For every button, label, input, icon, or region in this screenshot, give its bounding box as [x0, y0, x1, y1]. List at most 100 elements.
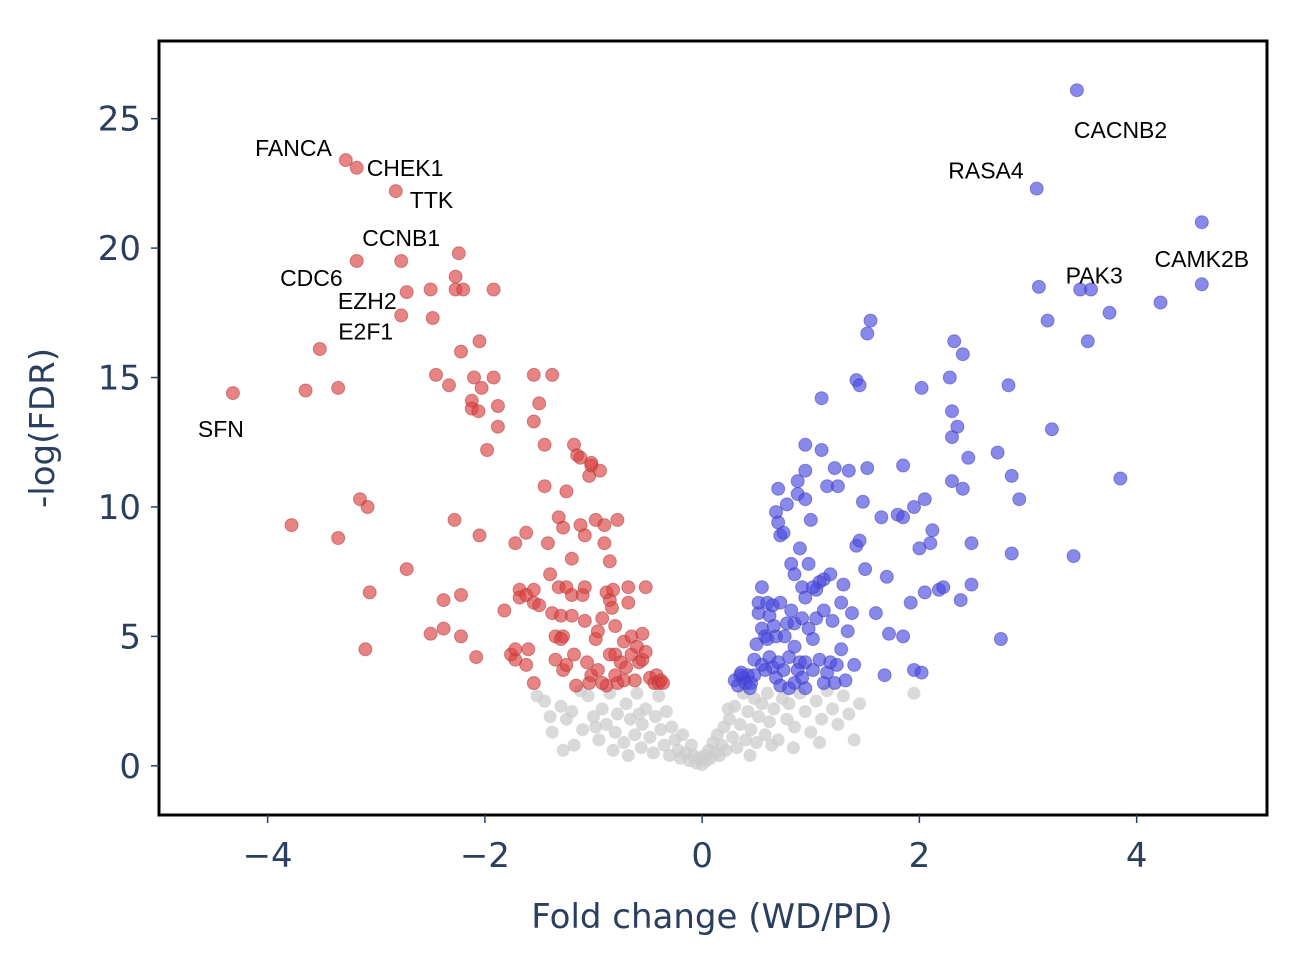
data-point — [804, 725, 818, 739]
data-point — [429, 367, 443, 382]
data-point — [526, 676, 541, 690]
data-point — [790, 474, 805, 489]
y-tick-label: 5 — [119, 617, 141, 657]
data-point — [349, 160, 364, 175]
data-point — [917, 492, 932, 507]
data-point — [532, 396, 547, 411]
data-point — [646, 746, 660, 760]
data-point — [852, 533, 867, 548]
data-point — [834, 595, 849, 610]
data-point — [593, 463, 607, 478]
data-point — [777, 629, 792, 644]
data-point — [953, 593, 968, 608]
data-point — [610, 512, 625, 527]
data-point — [595, 702, 609, 716]
data-point — [590, 663, 605, 677]
data-point — [760, 632, 775, 646]
data-point — [442, 378, 456, 393]
data-point — [760, 686, 774, 700]
data-point — [592, 733, 606, 747]
data-point — [838, 673, 853, 688]
data-point — [733, 717, 747, 731]
data-point — [1012, 492, 1027, 507]
data-point — [936, 580, 951, 595]
gene-label-ttk: TTK — [410, 187, 454, 213]
x-tick-label: −2 — [460, 836, 510, 876]
data-point — [454, 629, 468, 644]
data-point — [331, 531, 346, 545]
data-point — [448, 269, 463, 284]
data-point — [795, 611, 810, 626]
data-point — [659, 705, 673, 718]
data-point — [656, 676, 670, 690]
data-point — [882, 626, 896, 641]
gene-label-cdc6: CDC6 — [280, 265, 343, 291]
data-point — [628, 728, 642, 742]
data-point — [730, 741, 744, 755]
y-tick-label: 25 — [98, 100, 141, 140]
gene-label-sfn: SFN — [198, 416, 244, 442]
data-point — [787, 567, 802, 582]
data-point — [394, 308, 409, 323]
data-point — [755, 697, 769, 711]
data-point — [831, 717, 845, 731]
data-point — [602, 554, 617, 569]
data-point — [589, 720, 603, 734]
data-point — [863, 313, 878, 328]
data-point — [480, 443, 495, 457]
y-tick-label: 15 — [98, 359, 141, 399]
data-point — [801, 556, 816, 571]
data-point — [490, 419, 505, 434]
data-point — [798, 437, 813, 452]
data-point — [472, 528, 487, 543]
data-point — [577, 528, 592, 543]
data-point — [360, 500, 375, 514]
data-point — [815, 712, 829, 726]
data-point — [1194, 215, 1209, 230]
data-point — [654, 723, 668, 737]
data-point — [567, 647, 581, 662]
data-point — [763, 715, 776, 729]
y-axis: 0 5 10 15 20 25 — [98, 100, 159, 787]
data-point — [621, 580, 636, 595]
data-point — [1001, 378, 1016, 393]
data-point — [590, 624, 605, 639]
data-point — [540, 536, 555, 551]
gene-label-e2f1: E2F1 — [338, 318, 393, 344]
data-point — [595, 676, 610, 690]
data-point — [798, 463, 813, 478]
data-point — [587, 710, 600, 724]
data-point — [961, 450, 976, 465]
data-point — [858, 562, 873, 577]
data-point — [798, 590, 813, 605]
data-point — [742, 681, 757, 696]
data-point — [595, 611, 610, 626]
data-point — [597, 518, 612, 533]
data-point — [914, 380, 929, 395]
x-tick-label: 0 — [691, 836, 713, 876]
data-point — [394, 254, 409, 268]
data-point — [754, 580, 769, 595]
data-point — [830, 479, 845, 494]
data-point — [896, 629, 911, 644]
data-point — [1066, 549, 1081, 564]
data-point — [765, 738, 779, 752]
data-point — [1069, 83, 1084, 98]
data-point — [823, 567, 838, 582]
data-point — [447, 512, 462, 527]
data-point — [576, 723, 590, 737]
data-point — [564, 551, 579, 566]
data-point — [469, 650, 484, 665]
data-point — [860, 461, 875, 476]
data-point — [947, 334, 962, 349]
data-point — [779, 497, 794, 512]
data-point — [834, 642, 849, 657]
data-point — [803, 512, 818, 527]
data-point — [1102, 305, 1117, 320]
data-point — [945, 404, 959, 419]
data-point — [776, 525, 791, 540]
data-point — [786, 741, 800, 755]
data-point — [809, 694, 823, 708]
data-point — [472, 334, 487, 349]
